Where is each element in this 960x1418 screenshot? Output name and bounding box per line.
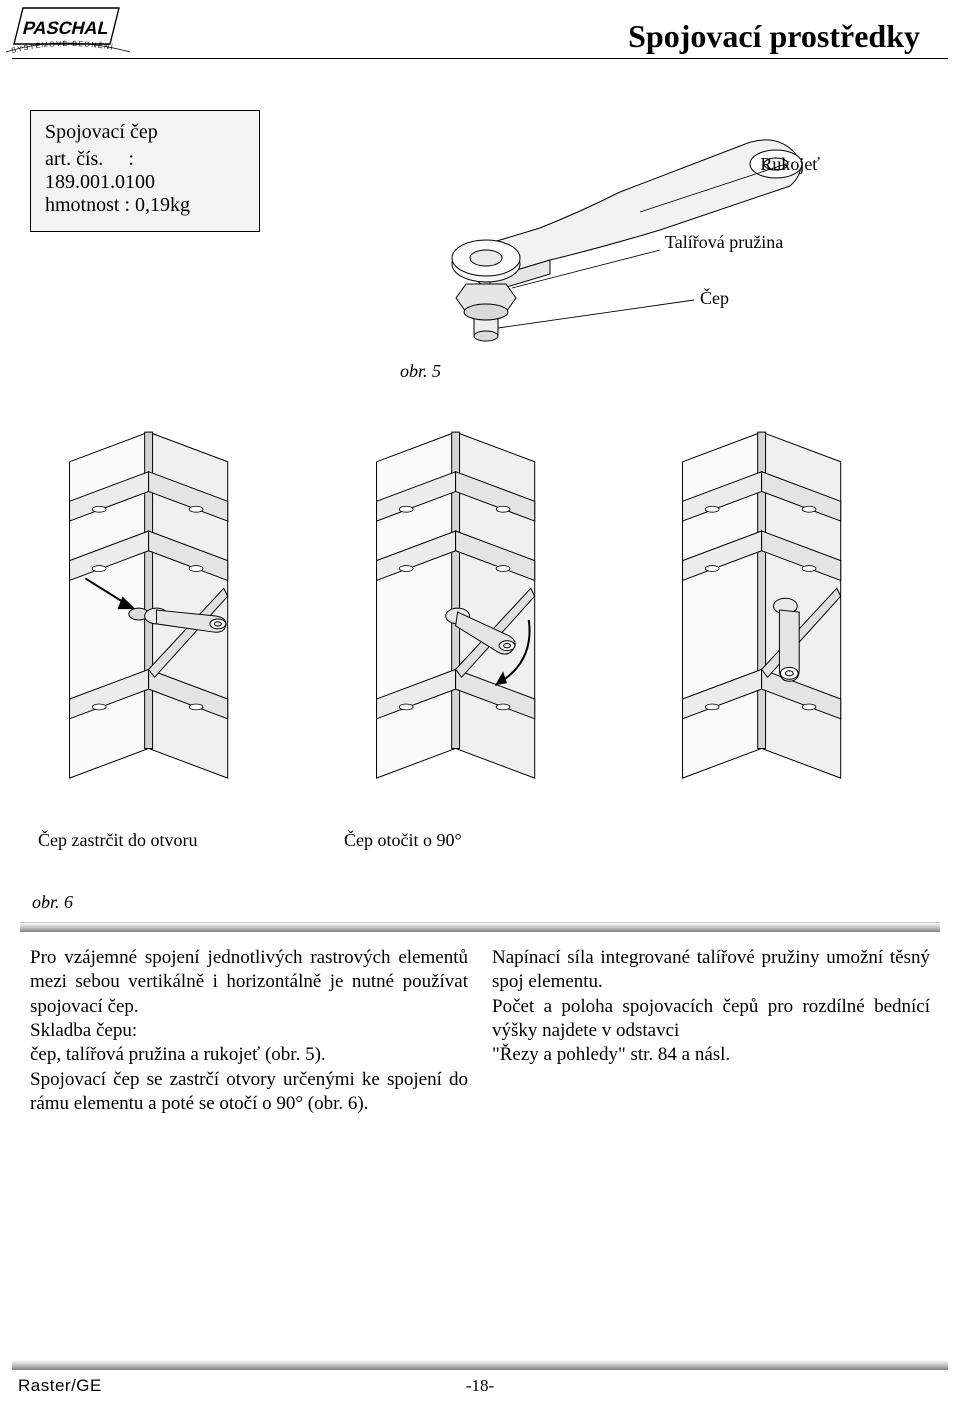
- figure-5: Rukojeť Talířová pružina Čep obr. 5: [320, 92, 860, 382]
- article-colon: :: [128, 148, 134, 170]
- page-footer: Raster/GE -18-: [12, 1376, 948, 1396]
- figure-6: [30, 420, 930, 820]
- product-info-box: Spojovací čep art. čís. : 189.001.0100 h…: [30, 110, 260, 232]
- body-columns: Pro vzájemné spojení jednotlivých rastro…: [30, 946, 930, 1116]
- footer-left: Raster/GE: [18, 1376, 102, 1396]
- figure-6-captions: Čep zastrčit do otvoru Čep otočit o 90°: [30, 830, 930, 851]
- product-name: Spojovací čep: [45, 121, 245, 144]
- brand-logo: PASCHAL SYSTÉMOVÉ BEDNĚNÍ: [4, 4, 134, 75]
- title-underline: [12, 58, 948, 59]
- article-label: art. čís.: [45, 148, 103, 170]
- figure-6-label: obr. 6: [32, 892, 73, 913]
- svg-text:PASCHAL: PASCHAL: [21, 17, 112, 38]
- figure-6-caption-insert: Čep zastrčit do otvoru: [30, 830, 320, 851]
- figure-6-step-2: [337, 420, 624, 810]
- footer-divider-bar: [12, 1360, 948, 1370]
- body-column-right: Napínací síla integrované talířové pruži…: [492, 946, 930, 1116]
- article-number: 189.001.0100: [45, 171, 155, 193]
- figure-6-caption-rotate: Čep otočit o 90°: [320, 830, 620, 851]
- label-spring: Talířová pružina: [665, 232, 783, 253]
- label-handle: Rukojeť: [760, 154, 820, 175]
- body-column-left: Pro vzájemné spojení jednotlivých rastro…: [30, 946, 468, 1116]
- product-article-row: art. čís. : 189.001.0100: [45, 148, 245, 194]
- figure-5-caption: obr. 5: [400, 361, 441, 382]
- section-divider-bar: [20, 922, 940, 932]
- page-title: Spojovací prostředky: [628, 18, 920, 55]
- figure-6-step-1: [30, 420, 317, 810]
- product-weight: hmotnost : 0,19kg: [45, 194, 245, 217]
- figure-6-step-3: [643, 420, 930, 810]
- label-pin: Čep: [700, 288, 729, 309]
- footer-page-number: -18-: [466, 1376, 494, 1396]
